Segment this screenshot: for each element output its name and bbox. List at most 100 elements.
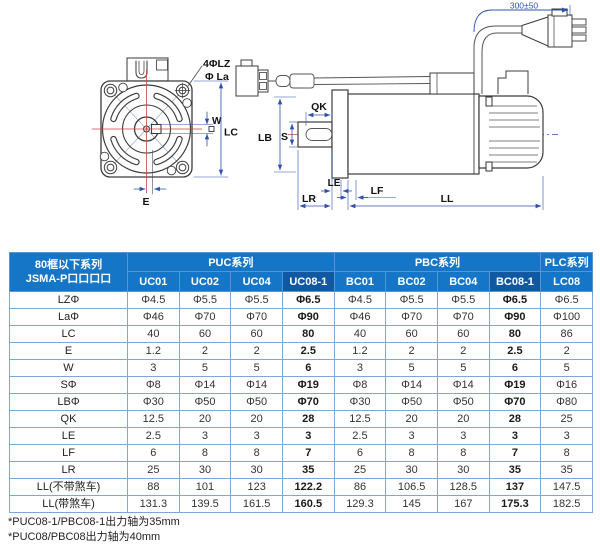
column-header-uc02: UC02: [178, 271, 232, 292]
lc-dim-label: LC: [224, 127, 238, 139]
bolt-leader-line: [187, 65, 203, 87]
spec-cell: Φ50: [385, 393, 438, 411]
side-view: 300±50 LB S QK: [235, 1, 587, 210]
cable-length-dimension: [473, 5, 571, 33]
spec-cell: 20: [230, 410, 283, 428]
row-label: LZΦ: [9, 291, 128, 309]
spec-cell: 6: [281, 359, 335, 377]
power-cable: [473, 25, 522, 94]
table-row: LBΦ Φ30 Φ50 Φ50 Φ70 Φ30 Φ50 Φ50 Φ70 Φ80: [9, 393, 593, 411]
spec-cell: 128.5: [436, 478, 490, 496]
spec-cell: 123: [230, 478, 283, 496]
spec-cell: 2: [230, 342, 283, 360]
spec-table-container: 80框以下系列 JSMA-P口口口口 PUC系列 PBC系列 PLC系列 UC0…: [9, 252, 593, 513]
front-connector: [126, 57, 169, 82]
spec-cell: 3: [230, 427, 283, 445]
spec-cell: 35: [281, 461, 335, 479]
spec-cell: 8: [230, 444, 283, 462]
spec-cell: 137: [488, 478, 542, 496]
lb-dim-label: LB: [258, 132, 272, 144]
row-label: LF: [9, 444, 128, 462]
spec-cell: 147.5: [540, 478, 593, 496]
spec-cell: 122.2: [281, 478, 335, 496]
table-row: SΦ Φ8 Φ14 Φ14 Φ19 Φ8 Φ14 Φ14 Φ19 Φ16: [9, 376, 593, 394]
ll-dim-label: LL: [441, 193, 454, 205]
spec-cell: Φ8: [333, 376, 387, 394]
spec-cell: 1.2: [333, 342, 387, 360]
cable-length-label: 300±50: [510, 1, 539, 11]
bolt-dim-label: 4ΦLZ: [203, 58, 231, 70]
row-label: QK: [9, 410, 128, 428]
flange-plate: [331, 89, 349, 179]
centerlines-front: [91, 69, 203, 194]
spec-cell: Φ90: [488, 308, 542, 326]
spec-cell: 3: [540, 427, 593, 445]
spec-cell: 2: [178, 342, 232, 360]
spec-cell: 20: [436, 410, 490, 428]
spec-cell: 129.3: [333, 495, 387, 513]
spec-cell: Φ4.5: [127, 291, 180, 309]
spec-cell: Φ70: [436, 308, 490, 326]
row-label: LL(不带煞车): [9, 478, 128, 496]
spec-cell: Φ5.5: [385, 291, 438, 309]
spec-cell: 145: [385, 495, 438, 513]
spec-cell: Φ6.5: [540, 291, 593, 309]
corner-title-line2: JSMA-P口口口口: [25, 273, 112, 285]
spec-cell: 167: [436, 495, 490, 513]
row-label: LR: [9, 461, 128, 479]
column-header-bc04: BC04: [436, 271, 490, 292]
table-corner-header: 80框以下系列 JSMA-P口口口口: [9, 252, 128, 292]
spec-cell: 86: [333, 478, 387, 496]
spec-cell: Φ6.5: [281, 291, 335, 309]
spec-cell: 30: [230, 461, 283, 479]
spec-cell: Φ14: [178, 376, 232, 394]
spec-cell: 2.5: [333, 427, 387, 445]
spec-cell: 6: [127, 444, 180, 462]
spec-cell: Φ19: [488, 376, 542, 394]
spec-cell: Φ70: [230, 308, 283, 326]
power-plug: [521, 8, 587, 48]
spec-cell: Φ100: [540, 308, 593, 326]
spec-cell: 2.5: [488, 342, 542, 360]
spec-cell: 5: [436, 359, 490, 377]
row-label: LBΦ: [9, 393, 128, 411]
spec-cell: 3: [178, 427, 232, 445]
spec-cell: 2.5: [127, 427, 180, 445]
corner-title-line1: 80框以下系列: [34, 258, 103, 271]
spec-cell: 86: [540, 325, 593, 343]
cable-housings: [429, 70, 529, 95]
spec-cell: Φ8: [127, 376, 180, 394]
spec-cell: 20: [385, 410, 438, 428]
keyway-slot: [305, 128, 333, 141]
column-header-uc04: UC04: [230, 271, 283, 292]
spec-cell: 35: [488, 461, 542, 479]
footnote-line-1: *PUC08-1/PBC08-1出力轴为35mm: [8, 516, 180, 528]
table-row: LZΦ Φ4.5 Φ5.5 Φ5.5 Φ6.5 Φ4.5 Φ5.5 Φ5.5 Φ6.5 Φ6.5: [9, 291, 593, 309]
spec-cell: 28: [281, 410, 335, 428]
qk-dim-label: QK: [311, 101, 327, 113]
table-row: LL(不带煞车) 88 101 123 122.2 86 106.5 128.5 137 147.…: [9, 478, 593, 496]
lb-dimension: [274, 96, 296, 173]
spec-table: 80框以下系列 JSMA-P口口口口 PUC系列 PBC系列 PLC系列 UC0…: [9, 252, 593, 513]
spec-cell: Φ4.5: [333, 291, 387, 309]
spec-cell: 25: [540, 410, 593, 428]
spec-cell: Φ70: [488, 393, 542, 411]
table-row: LE 2.5 3 3 3 2.5 3 3 3 3: [9, 427, 593, 445]
spec-cell: 40: [333, 325, 387, 343]
spec-cell: 182.5: [540, 495, 593, 513]
spec-cell: Φ50: [436, 393, 490, 411]
column-header-bc08-1: BC08-1: [488, 271, 542, 292]
spec-cell: 7: [281, 444, 335, 462]
e-dim-label: E: [142, 196, 149, 208]
spec-cell: Φ30: [127, 393, 180, 411]
table-row: E 1.2 2 2 2.5 1.2 2 2 2.5 2: [9, 342, 593, 360]
spec-cell: Φ14: [385, 376, 438, 394]
spec-cell: 3: [127, 359, 180, 377]
table-row: LC 40 60 60 80 40 60 60 80 86: [9, 325, 593, 343]
spec-cell: 3: [385, 427, 438, 445]
spec-cell: 12.5: [127, 410, 180, 428]
table-row: LR 25 30 30 35 25 30 30 35 35: [9, 461, 593, 479]
s-dim-label: S: [281, 131, 288, 143]
spec-cell: 8: [385, 444, 438, 462]
